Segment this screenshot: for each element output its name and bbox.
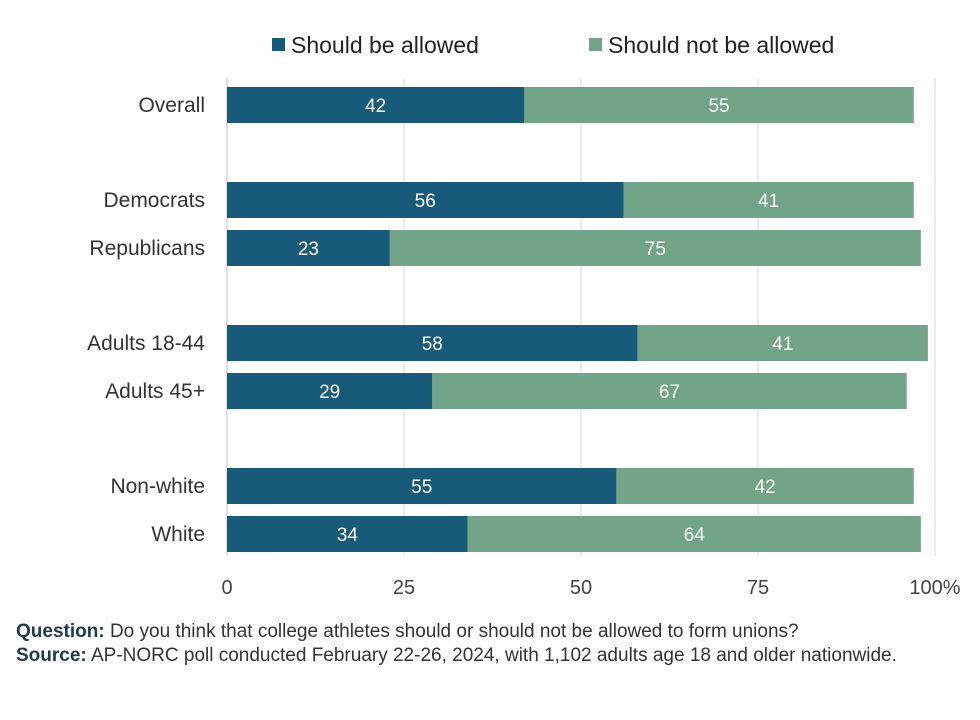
legend-label: Should not be allowed [608,32,834,58]
bar-segment [623,182,914,218]
source-note: Source: AP-NORC poll conducted February … [16,644,966,668]
bar-value-label: 29 [319,382,340,403]
chart-bars: 42 55 56 41 23 75 58 41 29 67 55 42 34 64 [227,87,928,552]
bar-segment [227,468,617,504]
x-axis-ticks: 0 25 50 75 100% [221,577,960,599]
source-text: AP-NORC poll conducted February 22-26, 2… [86,645,897,666]
category-label: Adults 45+ [105,380,205,403]
bar-value-label: 41 [758,191,779,212]
bar-value-label: 34 [337,525,359,546]
question-text: Do you think that college athletes shoul… [104,621,799,642]
x-tick-label: 50 [570,577,592,599]
bar-segment [467,516,921,552]
bar-segment [227,373,433,409]
bar-segment [616,468,914,504]
bar-value-label: 41 [772,334,793,355]
bar-value-label: 42 [365,96,386,117]
legend-swatch [272,38,285,51]
bar-value-label: 56 [415,191,436,212]
category-label: White [151,523,205,546]
bar-value-label: 67 [659,382,680,403]
bar-segment [227,230,390,266]
source-label: Source: [16,645,87,666]
bar-value-label: 55 [708,96,729,117]
x-tick-label: 75 [747,577,769,599]
x-tick-label: 100% [909,577,960,599]
bar-segment [637,325,928,361]
question-label: Question: [16,621,105,642]
bar-segment [524,87,914,123]
bar-value-label: 58 [422,334,443,355]
legend-swatch [589,38,602,51]
bar-value-label: 75 [645,239,666,260]
bar-value-label: 23 [298,239,319,260]
bar-value-label: 42 [755,477,776,498]
legend-label: Should be allowed [291,32,479,58]
chart-notes: Question: Do you think that college athl… [16,620,966,668]
category-label: Republicans [89,237,205,260]
bar-segment [227,182,624,218]
bar-segment [227,516,468,552]
chart-legend: Should be allowed Should not be allowed [272,32,834,58]
bar-segment [389,230,921,266]
category-label: Democrats [103,189,205,212]
bar-value-label: 55 [411,477,432,498]
x-tick-label: 0 [221,577,232,599]
category-labels: Overall Democrats Republicans Adults 18-44 A… [87,94,205,546]
bar-segment [432,373,907,409]
category-label: Adults 18-44 [87,332,205,355]
x-tick-label: 25 [393,577,415,599]
bar-segment [227,325,638,361]
bar-value-label: 64 [684,525,706,546]
category-label: Overall [138,94,205,117]
stacked-bar-chart: Should be allowed Should not be allowed 4… [87,32,961,599]
question-note: Question: Do you think that college athl… [16,620,966,644]
bar-segment [227,87,525,123]
category-label: Non-white [110,475,205,498]
